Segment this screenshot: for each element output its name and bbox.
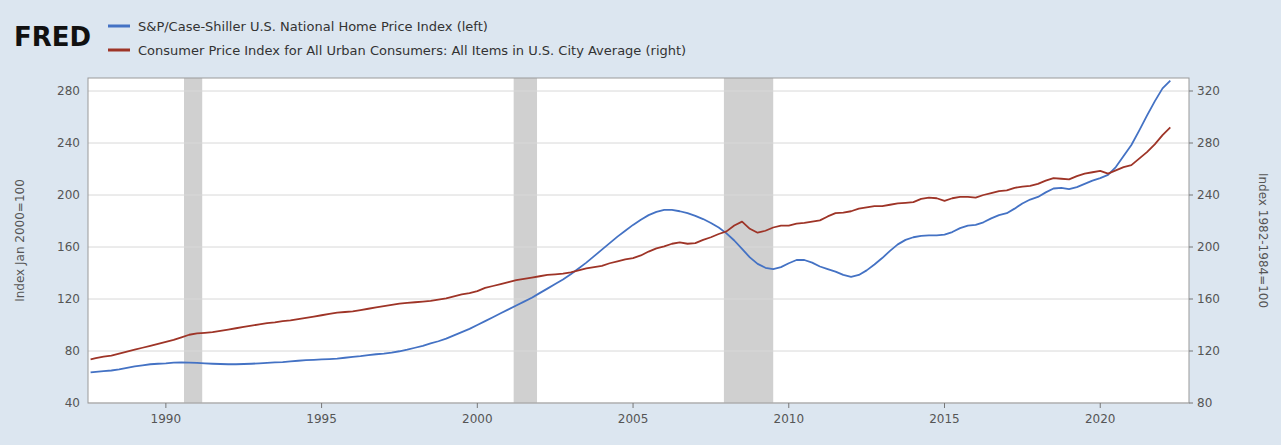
y2-tick <box>1189 299 1193 300</box>
grid-line <box>88 195 1189 196</box>
y2-tick <box>1189 143 1193 144</box>
plot-background <box>88 78 1189 403</box>
x-tick <box>788 403 789 408</box>
x-axis: 1990 1995 2000 2005 2010 2015 2020 <box>151 403 1116 426</box>
background <box>0 0 1281 445</box>
title: FRED <box>14 22 91 52</box>
recession-band <box>724 78 773 403</box>
plot-frame <box>88 78 1189 403</box>
legend-swatch <box>108 25 130 28</box>
x-tick-label: 2000 <box>462 412 493 426</box>
x-tick-label: 1995 <box>306 412 337 426</box>
recession-band <box>514 78 537 403</box>
y-tick-label: 280 <box>57 84 80 98</box>
legend-label: Consumer Price Index for All Urban Consu… <box>138 43 686 58</box>
x-tick <box>1100 403 1101 408</box>
series-line <box>91 127 1171 359</box>
grid <box>88 91 1189 403</box>
y2-tick-label: 200 <box>1197 240 1220 254</box>
y-axis-label: Index Jan 2000=100 <box>13 179 27 302</box>
y2-tick <box>1189 403 1193 404</box>
y-axis-right: 80 120 160 200 240 280 320 Index 1982-1984=100 <box>1189 84 1270 410</box>
y2-tick-label: 160 <box>1197 292 1220 306</box>
y2-tick-label: 240 <box>1197 188 1220 202</box>
y2-tick <box>1189 195 1193 196</box>
data-layer <box>184 78 773 403</box>
y2-tick-label: 80 <box>1197 396 1212 410</box>
grid-line <box>88 91 1189 92</box>
grid-line <box>88 247 1189 248</box>
x-tick-label: 1990 <box>151 412 182 426</box>
grid-line <box>88 299 1189 300</box>
x-tick-label: 2020 <box>1085 412 1116 426</box>
legend-label: S&P/Case-Shiller U.S. National Home Pric… <box>138 19 488 34</box>
recession-band <box>184 78 202 403</box>
grid-line <box>88 143 1189 144</box>
y2-tick <box>1189 91 1193 92</box>
y-tick-label: 40 <box>65 396 80 410</box>
y2-axis-label: Index 1982-1984=100 <box>1256 173 1270 308</box>
legend: S&P/Case-Shiller U.S. National Home Pric… <box>108 19 686 58</box>
lines-layer <box>91 81 1171 373</box>
x-tick <box>944 403 945 408</box>
y-tick-label: 160 <box>57 240 80 254</box>
grid-line <box>88 351 1189 352</box>
x-tick <box>477 403 478 408</box>
y-tick-label: 120 <box>57 292 80 306</box>
y-tick-label: 80 <box>65 344 80 358</box>
y-tick-label: 200 <box>57 188 80 202</box>
x-tick <box>321 403 322 408</box>
y2-tick <box>1189 247 1193 248</box>
y2-tick-label: 280 <box>1197 136 1220 150</box>
chart: FRED S&P/Case-Shiller U.S. National Home … <box>0 0 1281 445</box>
y2-tick-label: 120 <box>1197 344 1220 358</box>
series-line <box>91 81 1171 373</box>
legend-swatch <box>108 49 130 52</box>
x-tick-label: 2005 <box>618 412 649 426</box>
x-tick <box>633 403 634 408</box>
x-tick-label: 2015 <box>929 412 960 426</box>
y-axis-left: 40 80 120 160 200 240 280 Index Jan 2000=100 <box>13 84 80 410</box>
x-tick <box>165 403 166 408</box>
x-tick-label: 2010 <box>774 412 805 426</box>
y2-tick-label: 320 <box>1197 84 1220 98</box>
y2-tick <box>1189 351 1193 352</box>
y-tick-label: 240 <box>57 136 80 150</box>
